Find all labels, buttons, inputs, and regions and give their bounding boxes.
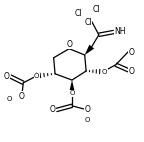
Text: O: O (85, 117, 90, 123)
Polygon shape (69, 80, 75, 93)
Text: O: O (6, 96, 12, 102)
Text: O: O (128, 66, 134, 76)
Text: O: O (85, 106, 90, 114)
Text: O: O (50, 106, 56, 114)
Text: O: O (69, 90, 75, 96)
Text: Cl: Cl (85, 18, 92, 27)
Polygon shape (85, 45, 94, 55)
Text: O: O (102, 69, 107, 75)
Text: Cl: Cl (92, 5, 100, 13)
Text: NH: NH (114, 27, 126, 36)
Text: Cl: Cl (75, 9, 82, 18)
Text: O: O (128, 48, 134, 57)
Text: O: O (34, 73, 39, 79)
Text: O: O (4, 72, 10, 81)
Text: O: O (66, 40, 72, 49)
Text: O: O (19, 92, 25, 101)
